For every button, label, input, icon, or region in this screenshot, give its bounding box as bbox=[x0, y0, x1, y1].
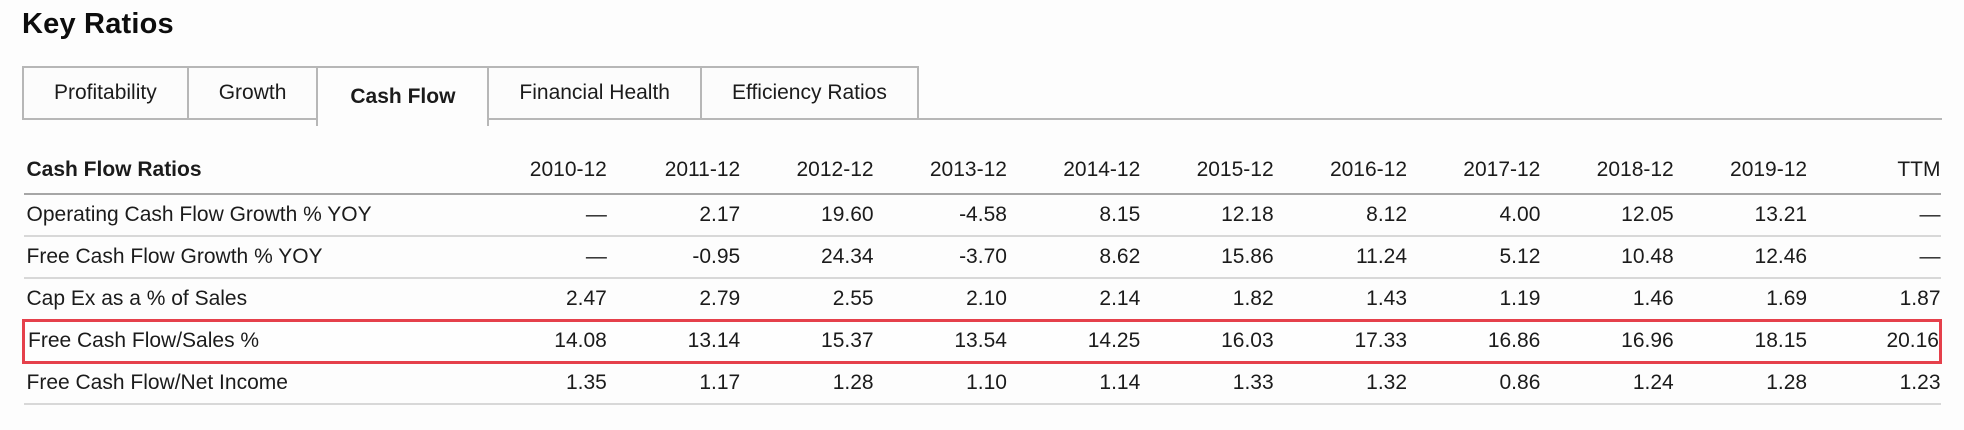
cell: — bbox=[1807, 236, 1941, 279]
cell: 1.69 bbox=[1673, 278, 1808, 321]
cell: -4.58 bbox=[873, 194, 1007, 237]
tab-cash-flow[interactable]: Cash Flow bbox=[316, 66, 490, 126]
column-header: 2013-12 bbox=[873, 146, 1007, 195]
cell: -3.70 bbox=[873, 236, 1007, 279]
row-label: Operating Cash Flow Growth % YOY bbox=[23, 194, 474, 237]
cell: — bbox=[1807, 194, 1941, 237]
row-label: Cap Ex as a % of Sales bbox=[23, 278, 474, 321]
cell: 20.16 bbox=[1807, 318, 1943, 364]
column-header: 2014-12 bbox=[1006, 146, 1141, 195]
column-header: 2011-12 bbox=[606, 146, 741, 195]
cell: 2.10 bbox=[873, 278, 1007, 321]
cell: 19.60 bbox=[740, 194, 874, 237]
table-title: Cash Flow Ratios bbox=[23, 146, 474, 195]
table-row[interactable]: Free Cash Flow Growth % YOY — -0.95 24.3… bbox=[23, 236, 1941, 279]
cell: 14.25 bbox=[1006, 318, 1141, 364]
cell: 1.33 bbox=[1140, 362, 1274, 405]
cell: 5.12 bbox=[1407, 236, 1541, 279]
column-header: 2018-12 bbox=[1540, 146, 1674, 195]
cell: 1.24 bbox=[1540, 362, 1674, 405]
cell: 8.62 bbox=[1006, 236, 1141, 279]
tab-label: Cash Flow bbox=[350, 85, 456, 108]
cell: 16.03 bbox=[1140, 318, 1274, 364]
cell: 1.17 bbox=[606, 362, 741, 405]
cell: 12.18 bbox=[1140, 194, 1274, 237]
cell: 1.14 bbox=[1006, 362, 1141, 405]
cell: 1.28 bbox=[740, 362, 874, 405]
cell: 16.96 bbox=[1540, 318, 1674, 364]
tab-efficiency-ratios[interactable]: Efficiency Ratios bbox=[700, 66, 919, 120]
column-header: 2019-12 bbox=[1673, 146, 1808, 195]
column-header: 2017-12 bbox=[1407, 146, 1541, 195]
cell: 8.15 bbox=[1006, 194, 1141, 237]
cell: 2.17 bbox=[606, 194, 741, 237]
cell: 1.32 bbox=[1273, 362, 1408, 405]
cell: 2.47 bbox=[473, 278, 607, 321]
table-row[interactable]: Free Cash Flow/Net Income 1.35 1.17 1.28… bbox=[23, 362, 1941, 405]
tab-growth[interactable]: Growth bbox=[186, 66, 319, 120]
cell: 1.46 bbox=[1540, 278, 1674, 321]
row-label: Free Cash Flow Growth % YOY bbox=[23, 236, 474, 279]
cell: 12.05 bbox=[1540, 194, 1674, 237]
row-label: Free Cash Flow/Net Income bbox=[23, 362, 474, 405]
cell: 1.23 bbox=[1807, 362, 1941, 405]
cell: 10.48 bbox=[1540, 236, 1674, 279]
cell: 1.28 bbox=[1673, 362, 1808, 405]
tab-profitability[interactable]: Profitability bbox=[22, 66, 189, 120]
cell: 1.19 bbox=[1407, 278, 1541, 321]
cell: 15.37 bbox=[740, 318, 874, 364]
cell: 4.00 bbox=[1407, 194, 1541, 237]
page-title: Key Ratios bbox=[22, 8, 174, 40]
row-label: Free Cash Flow/Sales % bbox=[22, 318, 474, 364]
tab-financial-health[interactable]: Financial Health bbox=[487, 66, 702, 120]
cell: 17.33 bbox=[1273, 318, 1408, 364]
column-header: TTM bbox=[1807, 146, 1941, 195]
column-header: 2015-12 bbox=[1140, 146, 1274, 195]
tab-bar-filler bbox=[918, 66, 1942, 120]
ratios-tab-bar: Profitability Growth Cash Flow Financial… bbox=[22, 66, 1942, 126]
cell: 2.14 bbox=[1006, 278, 1141, 321]
cell: 13.21 bbox=[1673, 194, 1808, 237]
key-ratios-panel: Key Ratios Profitability Growth Cash Flo… bbox=[22, 8, 1943, 405]
cell: 18.15 bbox=[1673, 318, 1808, 364]
cell: 1.87 bbox=[1807, 278, 1941, 321]
column-header: 2016-12 bbox=[1273, 146, 1408, 195]
cell: 13.54 bbox=[873, 318, 1007, 364]
cell: 1.10 bbox=[873, 362, 1007, 405]
tab-label: Growth bbox=[218, 81, 287, 104]
cell: 16.86 bbox=[1407, 318, 1541, 364]
cell: 13.14 bbox=[606, 318, 741, 364]
table-header-row: Cash Flow Ratios 2010-12 2011-12 2012-12… bbox=[23, 146, 1941, 195]
cell: 1.43 bbox=[1273, 278, 1408, 321]
cell: — bbox=[473, 236, 607, 279]
cell: 24.34 bbox=[740, 236, 874, 279]
cell: 2.79 bbox=[606, 278, 741, 321]
table-row-highlighted[interactable]: Free Cash Flow/Sales % 14.08 13.14 15.37… bbox=[22, 318, 1943, 364]
cell: 8.12 bbox=[1273, 194, 1408, 237]
cell: 1.82 bbox=[1140, 278, 1274, 321]
column-header: 2012-12 bbox=[740, 146, 874, 195]
cell: 12.46 bbox=[1673, 236, 1808, 279]
cash-flow-ratios-table: Cash Flow Ratios 2010-12 2011-12 2012-12… bbox=[22, 146, 1943, 405]
tab-label: Efficiency Ratios bbox=[732, 81, 887, 104]
cell: -0.95 bbox=[606, 236, 741, 279]
table-row[interactable]: Operating Cash Flow Growth % YOY — 2.17 … bbox=[23, 194, 1941, 237]
cell: 15.86 bbox=[1140, 236, 1274, 279]
cell: 14.08 bbox=[473, 318, 607, 364]
tab-label: Financial Health bbox=[519, 81, 670, 104]
cell: 11.24 bbox=[1273, 236, 1408, 279]
cell: — bbox=[473, 194, 607, 237]
cell: 2.55 bbox=[740, 278, 874, 321]
cell: 1.35 bbox=[473, 362, 607, 405]
cell: 0.86 bbox=[1407, 362, 1541, 405]
table-row[interactable]: Cap Ex as a % of Sales 2.47 2.79 2.55 2.… bbox=[23, 278, 1941, 321]
column-header: 2010-12 bbox=[473, 146, 607, 195]
tab-label: Profitability bbox=[54, 81, 157, 104]
